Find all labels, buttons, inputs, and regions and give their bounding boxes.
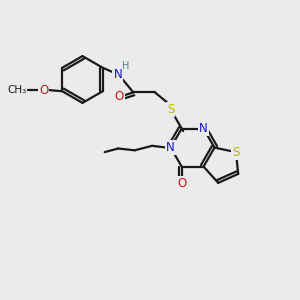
Text: O: O [114, 90, 124, 104]
Text: N: N [113, 68, 122, 81]
Text: S: S [167, 103, 174, 116]
Text: N: N [166, 141, 175, 154]
Text: H: H [122, 61, 130, 71]
Text: N: N [199, 122, 208, 135]
Text: CH₃: CH₃ [7, 85, 26, 95]
Text: O: O [177, 177, 186, 190]
Text: S: S [232, 146, 240, 159]
Text: O: O [39, 83, 48, 97]
